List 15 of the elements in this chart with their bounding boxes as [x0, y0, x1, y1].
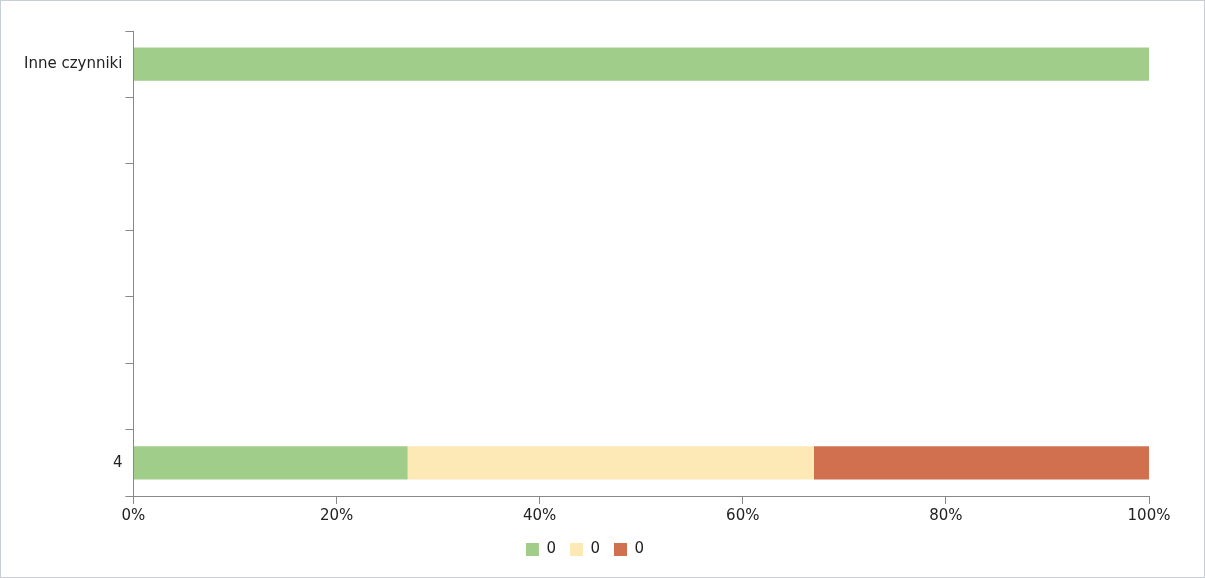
y-tick-label: Inne czynniki — [24, 54, 123, 73]
legend-label: 0 — [590, 539, 601, 558]
bar — [133, 47, 1149, 81]
bar — [133, 446, 408, 480]
x-tick-label: 100% — [1127, 505, 1171, 524]
y-tick-label: 4 — [112, 452, 123, 471]
x-tick-label: 80% — [929, 505, 963, 524]
x-tick-label: 60% — [726, 505, 760, 524]
legend-label: 0 — [546, 539, 556, 558]
legend-label: 0 — [634, 539, 645, 558]
x-tick-label: 20% — [319, 505, 354, 524]
x-tick-label: 0% — [121, 505, 146, 524]
bar — [813, 446, 1149, 480]
bar — [407, 446, 814, 480]
x-tick-label: 40% — [523, 505, 557, 524]
